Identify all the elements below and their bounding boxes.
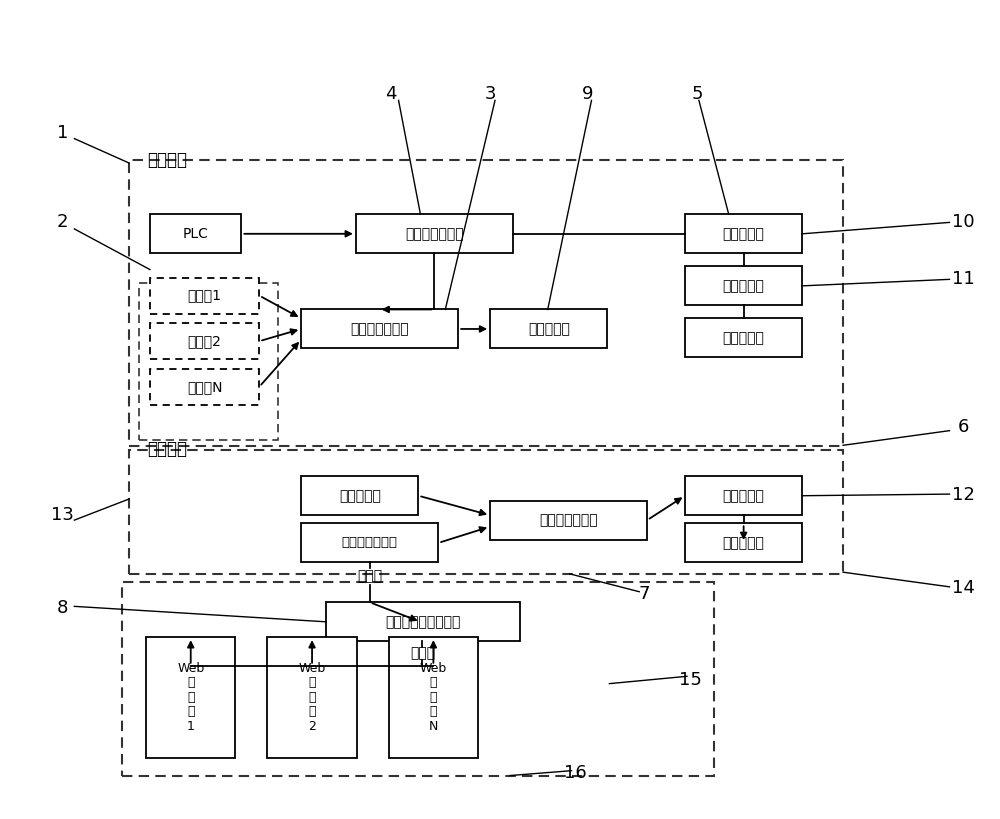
FancyBboxPatch shape bbox=[685, 266, 802, 305]
Text: 地面模块: 地面模块 bbox=[147, 441, 187, 459]
Text: 8: 8 bbox=[57, 599, 68, 617]
Text: 6: 6 bbox=[958, 419, 969, 437]
Text: 11: 11 bbox=[952, 270, 975, 288]
Text: 地面监视端: 地面监视端 bbox=[339, 489, 381, 503]
FancyBboxPatch shape bbox=[301, 476, 418, 515]
Text: 地下模块: 地下模块 bbox=[147, 151, 187, 169]
Text: 3: 3 bbox=[484, 85, 496, 103]
Text: 互联网: 互联网 bbox=[357, 569, 382, 583]
Text: 远程中心服务器单元: 远程中心服务器单元 bbox=[385, 615, 461, 629]
FancyBboxPatch shape bbox=[490, 310, 607, 349]
FancyBboxPatch shape bbox=[685, 523, 802, 563]
FancyBboxPatch shape bbox=[267, 637, 357, 758]
Text: 互联网: 互联网 bbox=[410, 646, 435, 661]
FancyBboxPatch shape bbox=[150, 215, 241, 253]
Text: 地下电话机: 地下电话机 bbox=[723, 331, 765, 345]
Text: 12: 12 bbox=[952, 486, 975, 504]
FancyBboxPatch shape bbox=[326, 602, 520, 641]
FancyBboxPatch shape bbox=[356, 215, 513, 253]
FancyBboxPatch shape bbox=[146, 637, 235, 758]
FancyBboxPatch shape bbox=[301, 310, 458, 349]
Text: 15: 15 bbox=[679, 671, 702, 689]
Text: 7: 7 bbox=[638, 585, 650, 603]
FancyBboxPatch shape bbox=[685, 215, 802, 253]
FancyBboxPatch shape bbox=[150, 324, 259, 359]
FancyBboxPatch shape bbox=[685, 319, 802, 357]
FancyBboxPatch shape bbox=[685, 476, 802, 515]
Text: 本地监视服务器: 本地监视服务器 bbox=[342, 536, 398, 550]
Text: 地面光端机: 地面光端机 bbox=[723, 489, 765, 503]
Text: 9: 9 bbox=[582, 85, 593, 103]
Text: Web
监
视
端
2: Web 监 视 端 2 bbox=[298, 662, 326, 733]
FancyBboxPatch shape bbox=[150, 369, 259, 405]
FancyBboxPatch shape bbox=[490, 500, 647, 540]
Text: PLC: PLC bbox=[183, 227, 209, 241]
Text: 地下光端机: 地下光端机 bbox=[723, 227, 765, 241]
Text: 14: 14 bbox=[952, 580, 975, 597]
Text: 地面网络交换机: 地面网络交换机 bbox=[539, 514, 598, 527]
Text: 10: 10 bbox=[952, 214, 975, 232]
Text: 地下监视端: 地下监视端 bbox=[528, 322, 570, 336]
Text: 电话交换机: 电话交换机 bbox=[723, 278, 765, 293]
Text: 2: 2 bbox=[57, 214, 68, 232]
Text: 13: 13 bbox=[51, 506, 74, 524]
Text: Web
监
视
端
N: Web 监 视 端 N bbox=[420, 662, 447, 733]
Text: 4: 4 bbox=[385, 85, 396, 103]
Text: 摄像头1: 摄像头1 bbox=[188, 288, 222, 302]
Text: 地下网络交换机: 地下网络交换机 bbox=[405, 227, 464, 241]
Text: Web
监
视
端
1: Web 监 视 端 1 bbox=[177, 662, 204, 733]
Text: 网络硬盘录像机: 网络硬盘录像机 bbox=[350, 322, 409, 336]
Text: 1: 1 bbox=[57, 124, 68, 142]
Text: 摄像头2: 摄像头2 bbox=[188, 334, 222, 348]
FancyBboxPatch shape bbox=[301, 523, 438, 563]
FancyBboxPatch shape bbox=[389, 637, 478, 758]
Text: 16: 16 bbox=[564, 764, 587, 782]
Text: 5: 5 bbox=[691, 85, 703, 103]
Text: 地面电话机: 地面电话机 bbox=[723, 536, 765, 550]
FancyBboxPatch shape bbox=[150, 278, 259, 314]
Text: 摄像头N: 摄像头N bbox=[187, 380, 222, 394]
